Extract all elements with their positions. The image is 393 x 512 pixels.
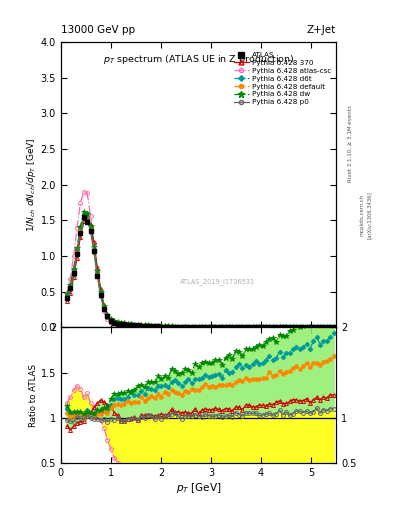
Text: Rivet 3.1.10, ≥ 3.1M events: Rivet 3.1.10, ≥ 3.1M events [348, 105, 353, 182]
X-axis label: $p_T\ \mathrm{[GeV]}$: $p_T\ \mathrm{[GeV]}$ [176, 481, 221, 495]
Legend: ATLAS, Pythia 6.428 370, Pythia 6.428 atlas-csc, Pythia 6.428 d6t, Pythia 6.428 : ATLAS, Pythia 6.428 370, Pythia 6.428 at… [231, 49, 334, 108]
Y-axis label: Ratio to ATLAS: Ratio to ATLAS [29, 364, 38, 427]
Text: $p_T$ spectrum (ATLAS UE in Z production): $p_T$ spectrum (ATLAS UE in Z production… [103, 53, 294, 67]
Text: 13000 GeV pp: 13000 GeV pp [61, 25, 135, 35]
Text: mcplots.cern.ch: mcplots.cern.ch [359, 194, 364, 236]
Y-axis label: $1/N_{ch}\ dN_{ch}/dp_T\ \mathrm{[GeV]}$: $1/N_{ch}\ dN_{ch}/dp_T\ \mathrm{[GeV]}$ [25, 137, 38, 232]
Text: ATLAS_2019_I1736531: ATLAS_2019_I1736531 [180, 279, 255, 285]
Text: [arXiv:1306.3436]: [arXiv:1306.3436] [367, 191, 372, 239]
Text: Z+Jet: Z+Jet [307, 25, 336, 35]
